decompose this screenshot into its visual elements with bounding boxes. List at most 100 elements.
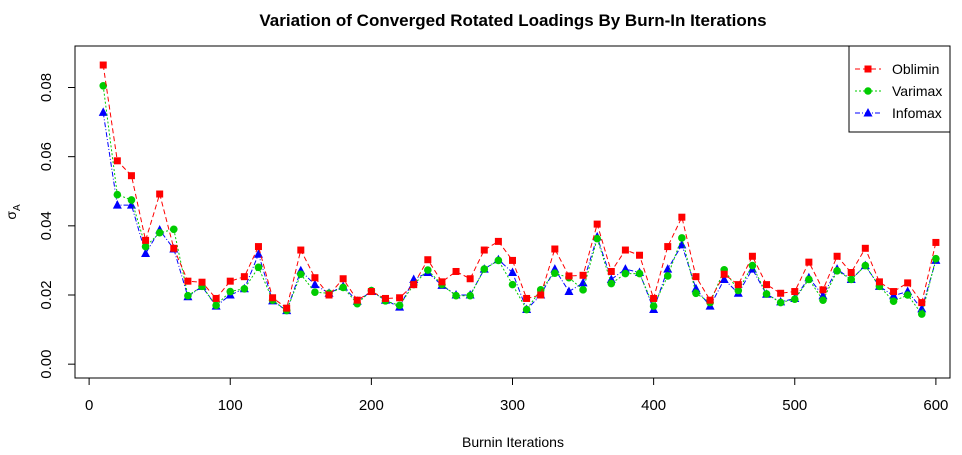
data-point-varimax: [311, 288, 319, 297]
x-tick-label: 600: [923, 397, 948, 414]
data-point-infomax: [818, 290, 828, 300]
data-point-oblimin: [156, 190, 164, 198]
data-point-varimax: [621, 269, 630, 278]
data-point-oblimin: [932, 238, 940, 246]
data-point-oblimin: [875, 278, 883, 286]
data-point-varimax: [551, 269, 559, 278]
data-point-oblimin: [198, 278, 206, 286]
data-point-varimax: [649, 302, 658, 310]
data-point-oblimin: [325, 291, 333, 299]
data-point-varimax: [833, 266, 841, 275]
data-point-varimax: [819, 296, 827, 304]
data-point-varimax: [184, 291, 192, 300]
x-tick-label: 400: [641, 397, 666, 414]
data-point-oblimin: [692, 273, 700, 281]
legend-label-varimax: Varimax: [892, 83, 942, 99]
data-point-oblimin: [748, 252, 756, 260]
data-point-varimax: [805, 275, 813, 284]
data-point-oblimin: [607, 267, 615, 275]
data-point-oblimin: [918, 299, 926, 307]
data-point-oblimin: [381, 294, 389, 302]
x-tick-label: 300: [500, 397, 525, 414]
y-axis-label: σA: [3, 204, 23, 220]
plot-frame: [74, 45, 951, 379]
data-point-oblimin: [240, 273, 248, 281]
data-point-oblimin: [636, 251, 644, 259]
series-line-oblimin: [102, 64, 937, 309]
data-point-varimax: [522, 305, 531, 314]
data-point-varimax: [593, 234, 601, 243]
legend-label-oblimin: Oblimin: [892, 61, 939, 77]
data-point-varimax: [297, 270, 305, 279]
data-point-oblimin: [297, 246, 305, 254]
data-point-oblimin: [142, 236, 150, 244]
data-point-oblimin: [706, 296, 714, 304]
data-point-varimax: [579, 286, 587, 294]
x-axis: 0 100 200 300 400 500 600: [85, 377, 948, 414]
data-point-infomax: [112, 200, 122, 209]
series-infomax: [98, 107, 941, 315]
data-point-varimax: [847, 275, 856, 284]
data-point-oblimin: [212, 294, 220, 302]
data-point-infomax: [98, 107, 108, 116]
data-point-oblimin: [170, 244, 178, 252]
data-point-varimax: [424, 266, 432, 274]
data-point-varimax: [113, 190, 122, 199]
data-point-oblimin: [184, 277, 192, 285]
data-point-varimax: [141, 242, 150, 251]
legend-item-infomax: Infomax: [855, 105, 942, 121]
legend-marker-varimax: [864, 87, 872, 95]
data-point-infomax: [126, 200, 136, 209]
data-point-infomax: [719, 274, 729, 283]
data-point-varimax: [508, 280, 517, 289]
y-axis: 0.00 0.02 0.04 0.06 0.08: [38, 73, 76, 379]
data-point-oblimin: [452, 267, 460, 275]
data-point-oblimin: [99, 61, 107, 69]
data-point-infomax: [564, 286, 574, 296]
data-point-oblimin: [480, 246, 488, 254]
y-tick-label: 0.04: [38, 211, 55, 240]
data-point-oblimin: [593, 220, 601, 228]
data-point-oblimin: [621, 246, 629, 254]
data-point-varimax: [692, 289, 700, 298]
series-varimax: [99, 81, 940, 318]
data-point-varimax: [748, 261, 757, 270]
data-point-varimax: [99, 81, 108, 90]
data-point-oblimin: [819, 286, 827, 294]
y-tick-label: 0.02: [38, 280, 55, 309]
legend-marker-oblimin: [864, 65, 872, 73]
data-point-oblimin: [537, 291, 545, 299]
data-point-oblimin: [523, 294, 531, 302]
data-point-oblimin: [904, 279, 912, 287]
data-point-varimax: [494, 256, 503, 265]
data-point-varimax: [339, 283, 347, 292]
data-point-oblimin: [466, 275, 474, 283]
x-tick-label: 0: [85, 397, 93, 414]
data-point-oblimin: [424, 256, 432, 264]
y-tick-label: 0.06: [38, 142, 55, 171]
data-point-varimax: [254, 263, 263, 272]
y-tick-label: 0.08: [38, 73, 55, 102]
data-point-varimax: [480, 265, 489, 273]
data-point-oblimin: [438, 278, 446, 286]
data-point-varimax: [903, 291, 912, 299]
data-point-oblimin: [509, 256, 516, 264]
data-point-oblimin: [664, 243, 672, 251]
data-point-varimax: [889, 297, 898, 306]
data-point-oblimin: [650, 294, 658, 302]
data-point-oblimin: [551, 245, 559, 253]
data-point-infomax: [253, 249, 263, 258]
data-point-infomax: [620, 264, 630, 273]
legend-label-infomax: Infomax: [892, 105, 942, 121]
data-point-varimax: [663, 272, 672, 280]
data-point-varimax: [932, 254, 940, 263]
data-point-oblimin: [269, 294, 277, 302]
y-tick-label: 0.00: [38, 350, 55, 379]
data-point-varimax: [776, 298, 785, 307]
data-point-oblimin: [763, 281, 771, 289]
series-oblimin: [99, 61, 940, 312]
data-point-infomax: [578, 277, 588, 287]
y-axis-label-subscript: A: [12, 204, 23, 211]
data-point-oblimin: [777, 289, 785, 297]
